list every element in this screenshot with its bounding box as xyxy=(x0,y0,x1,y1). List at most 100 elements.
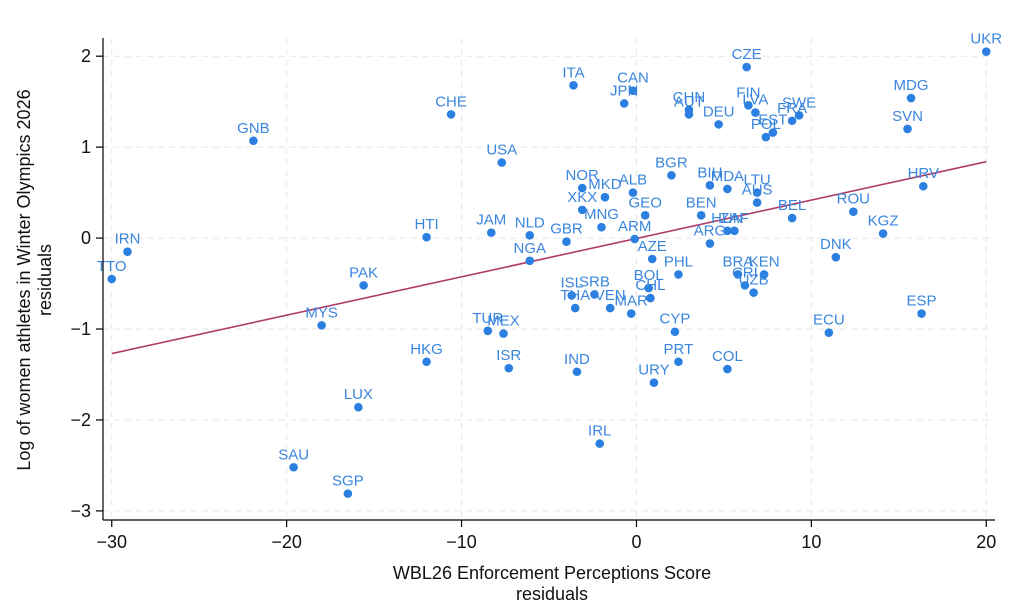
data-point-lux xyxy=(354,402,363,412)
y-tick-label: −1 xyxy=(70,319,91,339)
data-point-fin xyxy=(744,100,753,110)
point-label-nld: NLD xyxy=(515,214,545,231)
point-label-cyp: CYP xyxy=(660,311,691,328)
data-point-nga xyxy=(525,256,535,266)
data-point-arg xyxy=(705,239,715,248)
data-point-svn xyxy=(903,124,912,134)
data-point-bih xyxy=(705,181,715,190)
point-label-hti: HTI xyxy=(414,216,438,233)
point-label-mex: MEX xyxy=(487,313,520,330)
data-point-hun xyxy=(723,226,732,236)
point-label-nor: NOR xyxy=(566,167,600,184)
point-label-arg: ARG xyxy=(694,223,727,240)
point-label-alb: ALB xyxy=(619,172,647,189)
point-label-esp: ESP xyxy=(907,293,937,310)
data-point-fra xyxy=(787,116,797,126)
data-point-mys xyxy=(317,321,326,330)
data-point-deu xyxy=(714,120,723,129)
data-point-esp xyxy=(917,309,926,318)
data-point-uzb xyxy=(749,288,758,297)
data-point-ita xyxy=(569,80,578,90)
point-label-col: COL xyxy=(712,348,743,365)
point-label-can: CAN xyxy=(617,70,649,87)
data-point-tto xyxy=(107,274,117,284)
data-point-zaf xyxy=(730,226,739,236)
point-label-irn: IRN xyxy=(115,231,141,248)
data-point-mex xyxy=(499,329,508,338)
data-point-bra xyxy=(733,270,743,279)
x-tick-label: 10 xyxy=(801,532,821,552)
data-point-tha xyxy=(570,303,580,313)
data-point-cri xyxy=(740,281,750,290)
data-point-xkx xyxy=(577,205,587,215)
point-label-hun: HUN xyxy=(711,210,744,227)
data-point-hti xyxy=(422,232,431,242)
data-point-irl xyxy=(595,439,605,448)
data-point-nld xyxy=(525,231,535,240)
data-point-aus xyxy=(752,198,762,207)
points-layer xyxy=(107,47,991,498)
point-label-aze: AZE xyxy=(638,238,667,255)
point-label-hrv: HRV xyxy=(908,165,939,182)
point-label-bih: BIH xyxy=(697,164,722,181)
data-point-bol xyxy=(644,283,653,293)
point-label-cri: CRI xyxy=(732,264,758,281)
data-point-mar xyxy=(626,309,636,318)
data-point-cyp xyxy=(670,327,680,337)
data-point-pak xyxy=(359,281,368,290)
point-label-ken: KEN xyxy=(749,253,780,270)
y-axis-title-line1: Log of women athletes in Winter Olympics… xyxy=(14,89,34,470)
data-point-isr xyxy=(504,363,514,373)
point-label-hkg: HKG xyxy=(410,341,443,358)
point-label-xkx: XKX xyxy=(567,189,597,206)
point-label-kgz: KGZ xyxy=(868,213,899,230)
data-point-arm xyxy=(630,234,640,244)
x-tick-label: −10 xyxy=(446,532,477,552)
point-label-bgr: BGR xyxy=(655,154,688,171)
point-label-ukr: UKR xyxy=(970,31,1002,48)
point-label-mar: MAR xyxy=(615,293,649,310)
data-point-gnb xyxy=(249,136,258,146)
data-point-usa xyxy=(497,158,507,167)
point-label-bol: BOL xyxy=(634,267,664,284)
data-point-sgp xyxy=(343,489,353,498)
point-label-pak: PAK xyxy=(349,264,378,281)
point-label-gbr: GBR xyxy=(550,221,583,238)
point-label-swe: SWE xyxy=(782,94,816,111)
point-label-tto: TTO xyxy=(97,258,127,275)
data-point-pol xyxy=(761,132,771,142)
point-label-gnb: GNB xyxy=(237,120,270,137)
point-label-ury: URY xyxy=(638,362,669,379)
point-label-jam: JAM xyxy=(476,212,506,229)
point-label-prt: PRT xyxy=(664,341,694,358)
point-label-ind: IND xyxy=(564,351,590,368)
point-label-fin: FIN xyxy=(736,84,760,101)
data-point-mkd xyxy=(600,192,610,202)
point-label-tha: THA xyxy=(560,287,590,304)
point-label-bel: BEL xyxy=(778,197,806,214)
point-label-phl: PHL xyxy=(664,253,693,270)
point-label-mkd: MKD xyxy=(588,176,622,193)
x-axis-title-line2: residuals xyxy=(516,584,588,604)
data-point-ecu xyxy=(824,328,834,337)
data-point-jam xyxy=(486,228,496,237)
point-label-zaf: ZAF xyxy=(720,210,748,227)
point-label-ltu: LTU xyxy=(744,172,771,189)
data-point-nor xyxy=(577,183,587,193)
point-label-nga: NGA xyxy=(514,240,547,257)
data-point-ind xyxy=(572,367,582,377)
data-point-sau xyxy=(289,462,298,472)
point-label-geo: GEO xyxy=(629,194,662,211)
point-label-ben: BEN xyxy=(686,194,717,211)
data-point-bgr xyxy=(667,171,676,180)
x-tick-label: −30 xyxy=(96,532,127,552)
x-tick-label: −20 xyxy=(271,532,302,552)
y-tick-label: 0 xyxy=(81,228,91,248)
data-point-prt xyxy=(674,357,683,367)
data-point-bel xyxy=(787,213,797,223)
data-point-jpn xyxy=(619,99,629,108)
y-tick-label: 2 xyxy=(81,46,91,66)
point-label-lux: LUX xyxy=(344,386,373,403)
